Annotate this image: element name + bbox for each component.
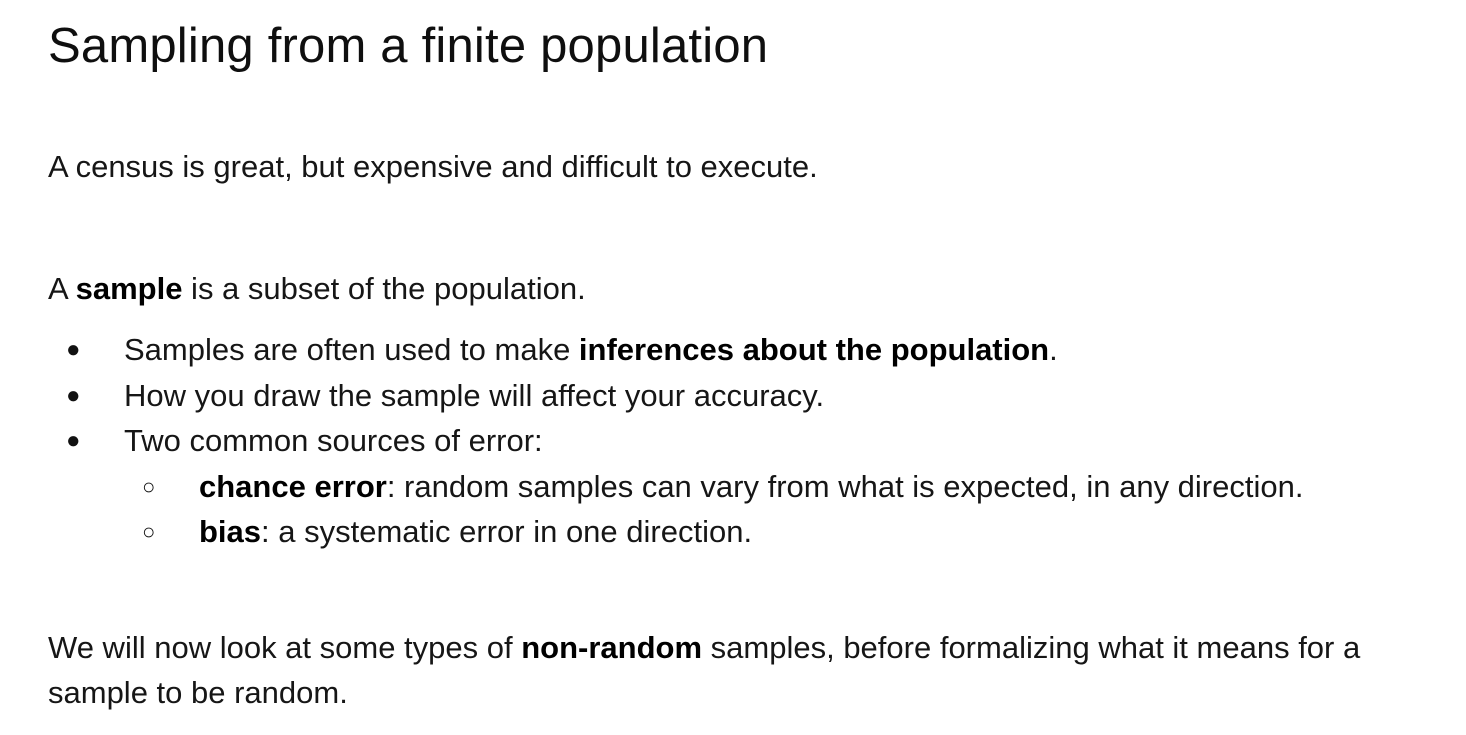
bullet-text: Samples are often used to make inference… (124, 327, 1058, 372)
bullet-filled-icon: ● (66, 381, 81, 409)
slide: Sampling from a finite population A cens… (48, 0, 1448, 735)
sub-bullet-text: bias: a systematic error in one directio… (199, 509, 752, 554)
page-title: Sampling from a finite population (48, 19, 769, 73)
chance-error-term: chance error (199, 468, 387, 504)
bullet-text: Two common sources of error: (124, 423, 543, 458)
sample-term: sample (75, 271, 183, 306)
intro-paragraph: A census is great, but expensive and dif… (48, 149, 818, 184)
sub-bullet-text: chance error: random samples can vary fr… (199, 464, 1303, 509)
bullet-hollow-icon: ○ (142, 473, 156, 499)
bullet-hollow-icon: ○ (142, 519, 156, 544)
bullet-text-end: . (1049, 332, 1058, 367)
bullet-text: How you draw the sample will affect your… (124, 377, 825, 413)
bullet-filled-icon: ● (66, 427, 81, 454)
sample-definition-suffix: is a subset of the population. (182, 271, 586, 306)
sample-definition: A sample is a subset of the population. (48, 266, 586, 311)
bullet-filled-icon: ● (66, 336, 81, 363)
bullet-text-part: Samples are often used to make (124, 332, 579, 367)
chance-error-description: : random samples can vary from what is e… (386, 468, 1304, 504)
closing-suffix: samples, before formalizing what it mean… (48, 630, 1361, 710)
non-random-term: non-random (521, 630, 703, 665)
inferences-term: inferences about the population (578, 332, 1050, 367)
bias-description: : a systematic error in one direction. (261, 514, 753, 549)
sample-definition-prefix: A (48, 271, 76, 306)
bias-term: bias (199, 514, 262, 549)
closing-paragraph: We will now look at some types of non-ra… (48, 625, 1423, 715)
closing-prefix: We will now look at some types of (48, 630, 522, 665)
